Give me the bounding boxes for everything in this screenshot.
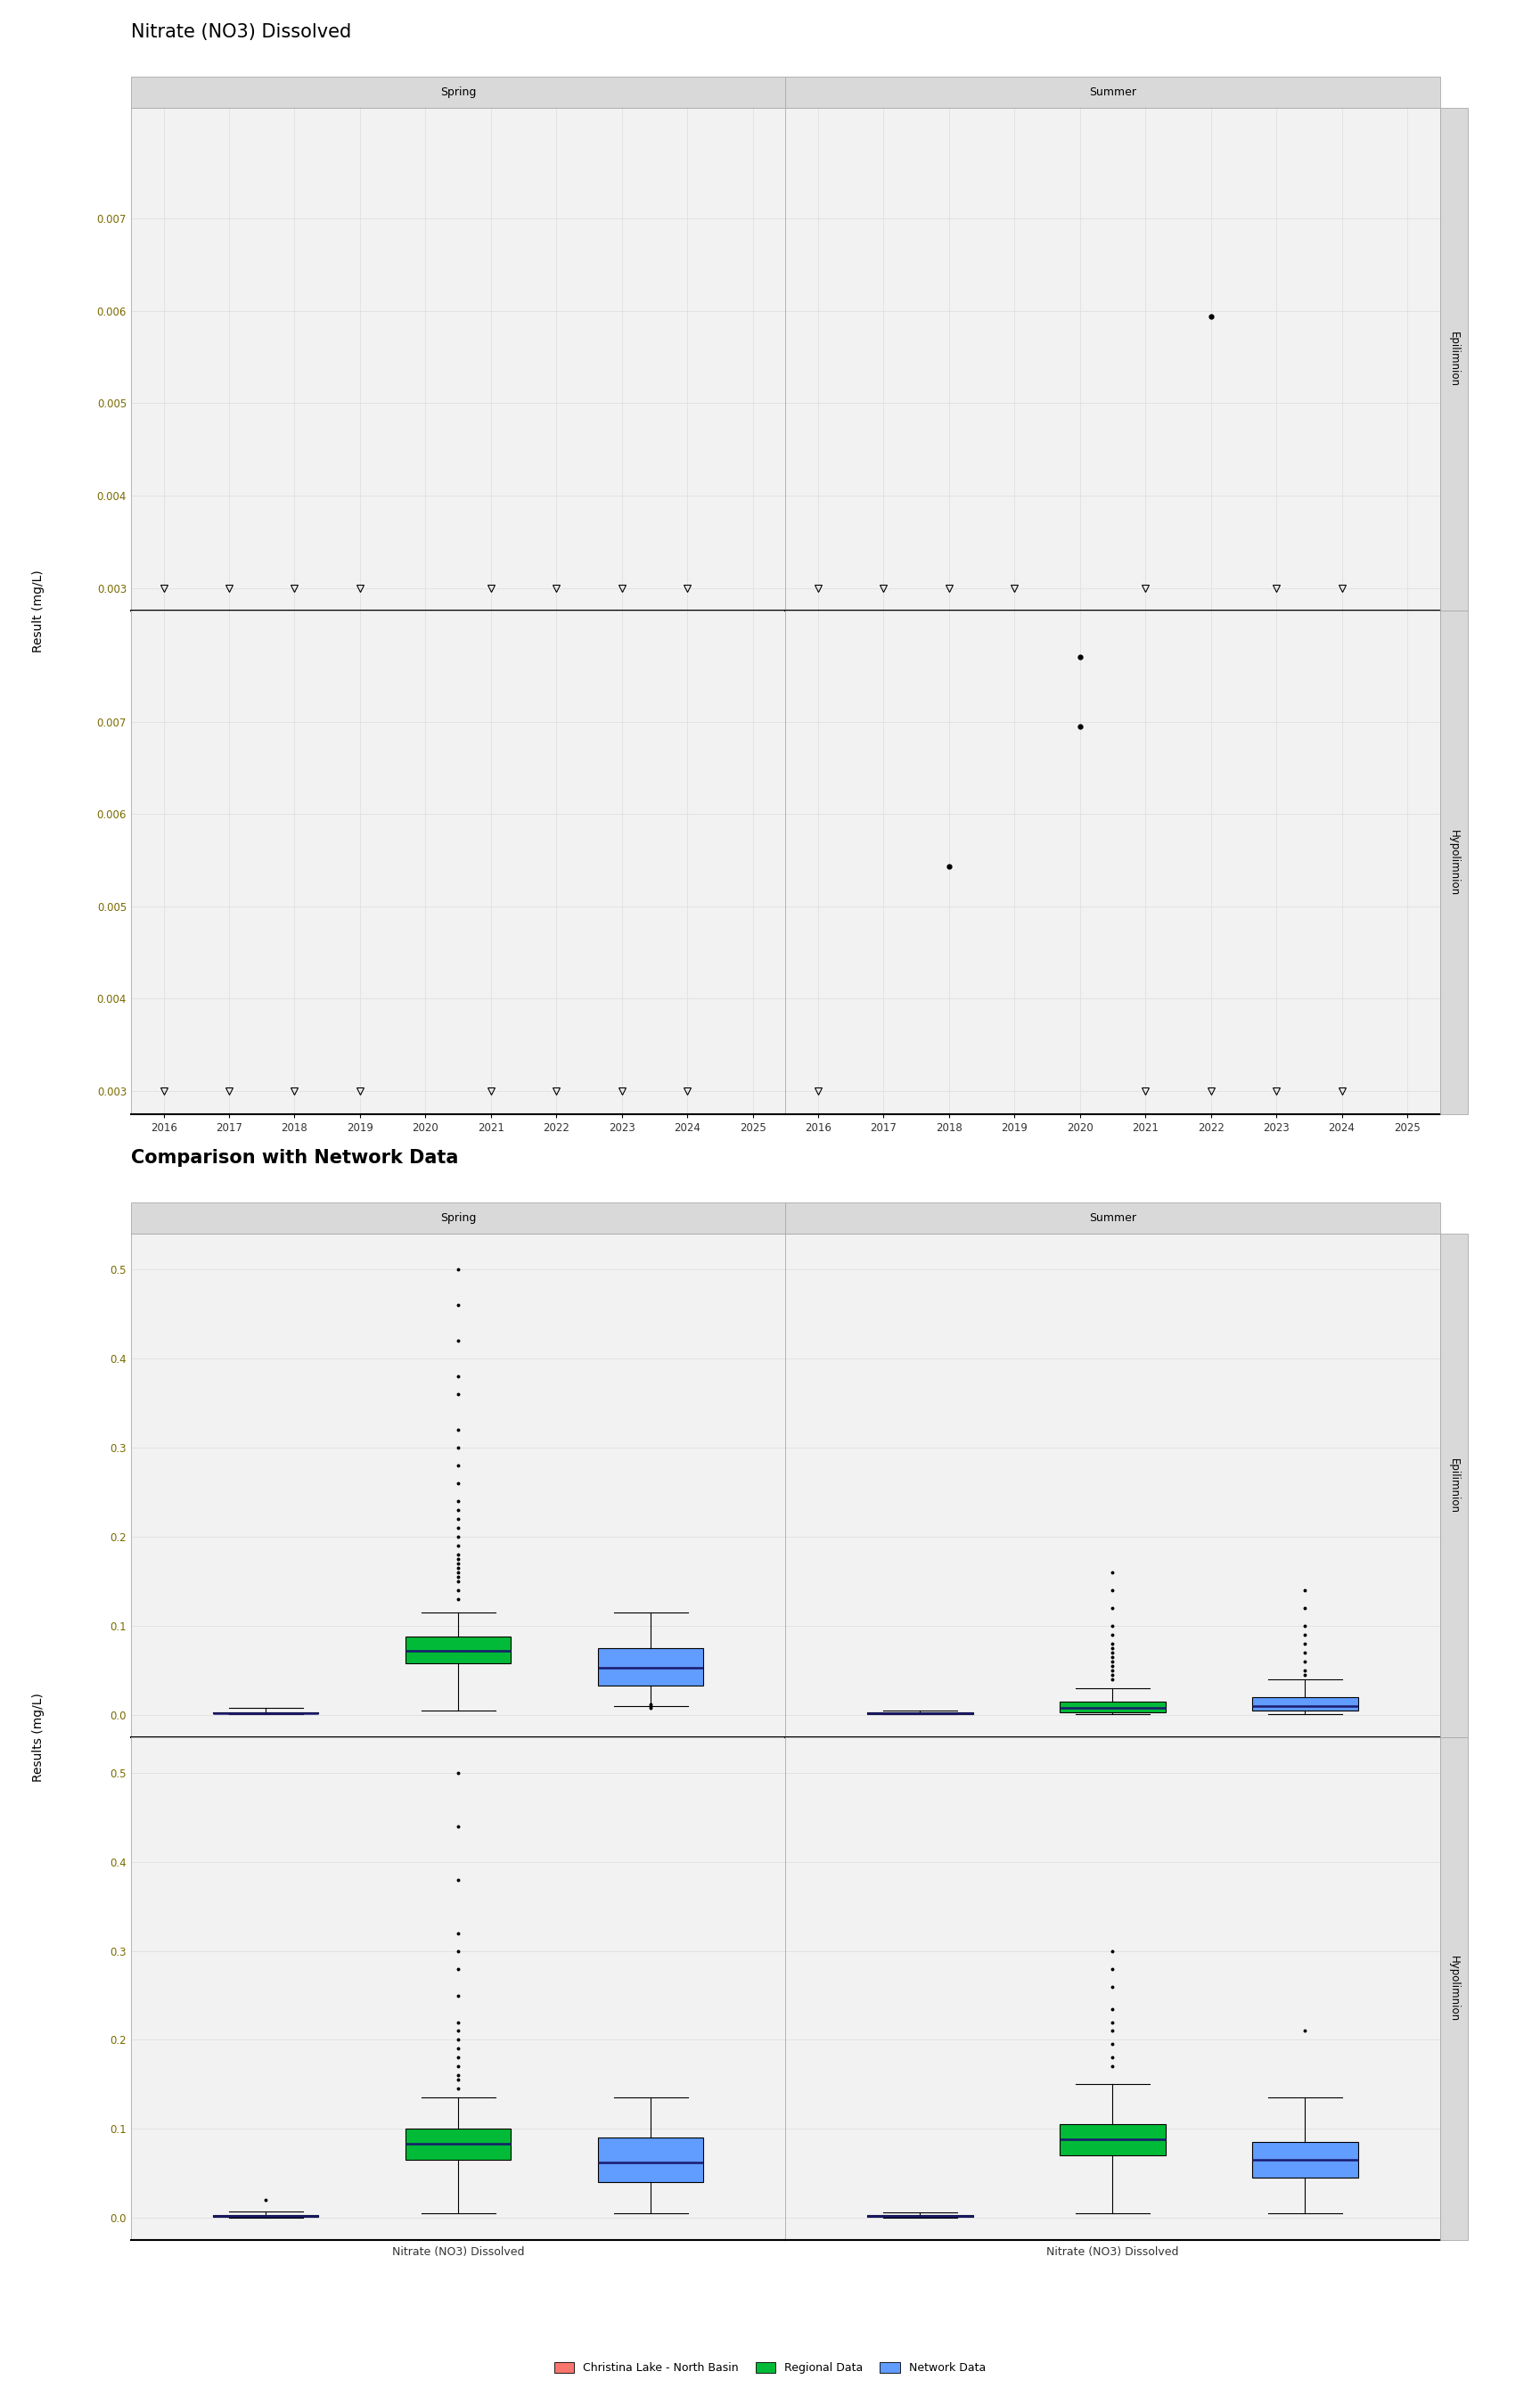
- Bar: [1252, 1696, 1358, 1711]
- Bar: [598, 1648, 704, 1684]
- Text: Summer: Summer: [1089, 86, 1137, 98]
- Bar: [1060, 1701, 1166, 1713]
- Bar: [598, 2137, 704, 2183]
- Text: Spring: Spring: [440, 86, 476, 98]
- Bar: [405, 1636, 511, 1663]
- Text: Epilimnion: Epilimnion: [1448, 331, 1460, 388]
- X-axis label: Nitrate (NO3) Dissolved: Nitrate (NO3) Dissolved: [1047, 2247, 1178, 2257]
- Text: Comparison with Network Data: Comparison with Network Data: [131, 1150, 459, 1167]
- Text: Results (mg/L): Results (mg/L): [32, 1692, 45, 1783]
- Text: Nitrate (NO3) Dissolved: Nitrate (NO3) Dissolved: [131, 24, 351, 41]
- Bar: [1060, 2125, 1166, 2156]
- Text: Summer: Summer: [1089, 1212, 1137, 1224]
- Bar: [1252, 2142, 1358, 2178]
- Text: Spring: Spring: [440, 1212, 476, 1224]
- Legend: Christina Lake - North Basin, Regional Data, Network Data: Christina Lake - North Basin, Regional D…: [550, 2358, 990, 2379]
- Text: Hypolimnion: Hypolimnion: [1448, 829, 1460, 896]
- Text: Result (mg/L): Result (mg/L): [32, 570, 45, 652]
- Bar: [405, 2130, 511, 2161]
- Text: Hypolimnion: Hypolimnion: [1448, 1955, 1460, 2022]
- X-axis label: Nitrate (NO3) Dissolved: Nitrate (NO3) Dissolved: [393, 2247, 524, 2257]
- Text: Epilimnion: Epilimnion: [1448, 1457, 1460, 1514]
